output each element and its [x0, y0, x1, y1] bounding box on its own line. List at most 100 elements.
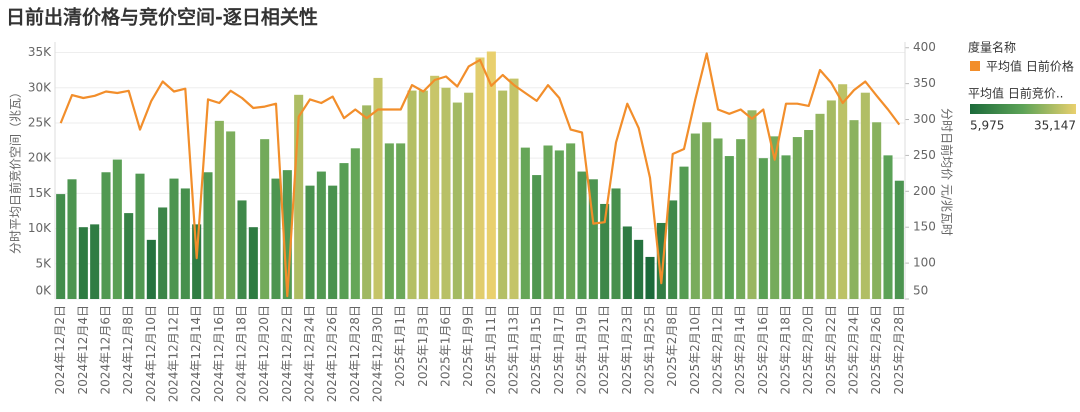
bar — [724, 156, 734, 299]
bar — [396, 143, 406, 299]
bar — [736, 139, 746, 299]
bar — [747, 110, 757, 299]
line — [59, 52, 901, 298]
bar — [498, 90, 508, 300]
bar — [67, 179, 77, 299]
x-tick-label: 2025年2月8日 — [665, 305, 679, 387]
legend-swatch — [970, 61, 980, 71]
y2-tick-label: 200 — [913, 184, 936, 198]
bar — [328, 185, 338, 299]
x-tick-label: 2024年12月20日 — [257, 305, 271, 402]
y2-tick-label: 400 — [913, 40, 936, 54]
x-tick-label: 2024年12月8日 — [121, 305, 135, 394]
bar — [838, 84, 848, 299]
x-tick-label: 2025年2月12日 — [711, 305, 725, 394]
bar — [407, 90, 417, 300]
y-tick-label: 10K — [28, 221, 52, 235]
x-tick-label: 2024年12月26日 — [325, 305, 339, 402]
bar — [339, 163, 349, 299]
x-tick-label: 2024年12月28日 — [348, 305, 362, 402]
y-tick-label: 35K — [28, 45, 52, 59]
x-tick-label: 2025年1月23日 — [620, 305, 634, 394]
bar — [430, 75, 440, 299]
bar — [815, 113, 825, 299]
bar — [770, 136, 780, 299]
y2-tick-label: 100 — [913, 256, 936, 270]
color-legend-title: 平均值 日前竞价.. — [968, 86, 1063, 101]
bar — [611, 188, 621, 299]
bar — [248, 227, 258, 299]
bar — [554, 150, 564, 299]
bar — [237, 200, 247, 299]
y-tick-label: 20K — [28, 151, 52, 165]
bar — [577, 171, 587, 299]
bar — [566, 143, 576, 299]
x-tick-label: 2025年2月10日 — [688, 305, 702, 394]
color-legend-bar — [970, 104, 1076, 114]
y2-axis-title: 分时日前均价 元/兆瓦时 — [940, 108, 955, 236]
x-tick-label: 2025年2月14日 — [733, 305, 747, 394]
bar — [124, 213, 134, 299]
y-tick-label: 5K — [35, 256, 52, 270]
bar — [894, 180, 904, 299]
x-tick-label: 2024年12月2日 — [53, 305, 67, 394]
x-tick-label: 2024年12月6日 — [99, 305, 113, 394]
bar — [316, 171, 326, 299]
bar — [158, 207, 168, 299]
x-tick-label: 2024年12月4日 — [76, 305, 90, 394]
bar — [452, 102, 462, 299]
bar — [294, 94, 304, 299]
bar — [679, 166, 689, 299]
x-tick-label: 2025年1月1日 — [393, 305, 407, 387]
bar — [441, 87, 451, 299]
bar — [849, 120, 859, 300]
x-tick-label: 2024年12月30日 — [371, 305, 385, 402]
bar — [384, 143, 394, 299]
bar — [826, 100, 836, 299]
bar — [690, 133, 700, 299]
y-tick-label: 0K — [35, 284, 52, 298]
bar — [600, 203, 610, 299]
bar — [192, 224, 202, 299]
x-tick-label: 2025年1月11日 — [484, 305, 498, 394]
y2-tick-label: 350 — [913, 76, 936, 90]
bar — [758, 158, 768, 299]
bar — [520, 147, 530, 299]
x-tick-label: 2024年12月22日 — [280, 305, 294, 402]
bar — [56, 194, 66, 299]
bar — [101, 172, 111, 299]
bar — [656, 222, 666, 299]
x-tick-label: 2025年1月19日 — [575, 305, 589, 394]
bar — [645, 256, 655, 299]
x-tick-label: 2024年12月12日 — [167, 305, 181, 402]
bar — [112, 159, 122, 299]
bar — [543, 145, 553, 299]
legend-label: 平均值 日前价格 — [986, 59, 1074, 74]
bar — [634, 239, 644, 299]
bar — [509, 78, 519, 299]
chart-title: 日前出清价格与竞价空间-逐日相关性 — [6, 6, 318, 29]
bar — [588, 179, 598, 299]
bar — [282, 170, 292, 299]
color-legend-min: 5,975 — [970, 119, 1004, 133]
bar — [486, 51, 496, 299]
x-tick-label: 2025年1月6日 — [439, 305, 453, 387]
bar — [464, 92, 474, 299]
bar — [872, 122, 882, 299]
x-tick-label: 2025年1月21日 — [597, 305, 611, 394]
x-tick-label: 2025年1月3日 — [416, 305, 430, 387]
x-tick-label: 2025年1月9日 — [461, 305, 475, 387]
x-tick-label: 2025年1月13日 — [507, 305, 521, 394]
bar — [78, 227, 88, 299]
y-tick-label: 25K — [28, 115, 52, 129]
bar — [713, 138, 723, 299]
bar — [271, 178, 281, 299]
x-tick-label: 2025年2月24日 — [847, 305, 861, 394]
x-tick-label: 2024年12月10日 — [144, 305, 158, 402]
bar — [362, 105, 372, 299]
x-tick-label: 2025年1月15日 — [529, 305, 543, 394]
bar — [781, 155, 791, 299]
bar — [804, 130, 814, 299]
color-legend-max: 35,147 — [1034, 119, 1076, 133]
